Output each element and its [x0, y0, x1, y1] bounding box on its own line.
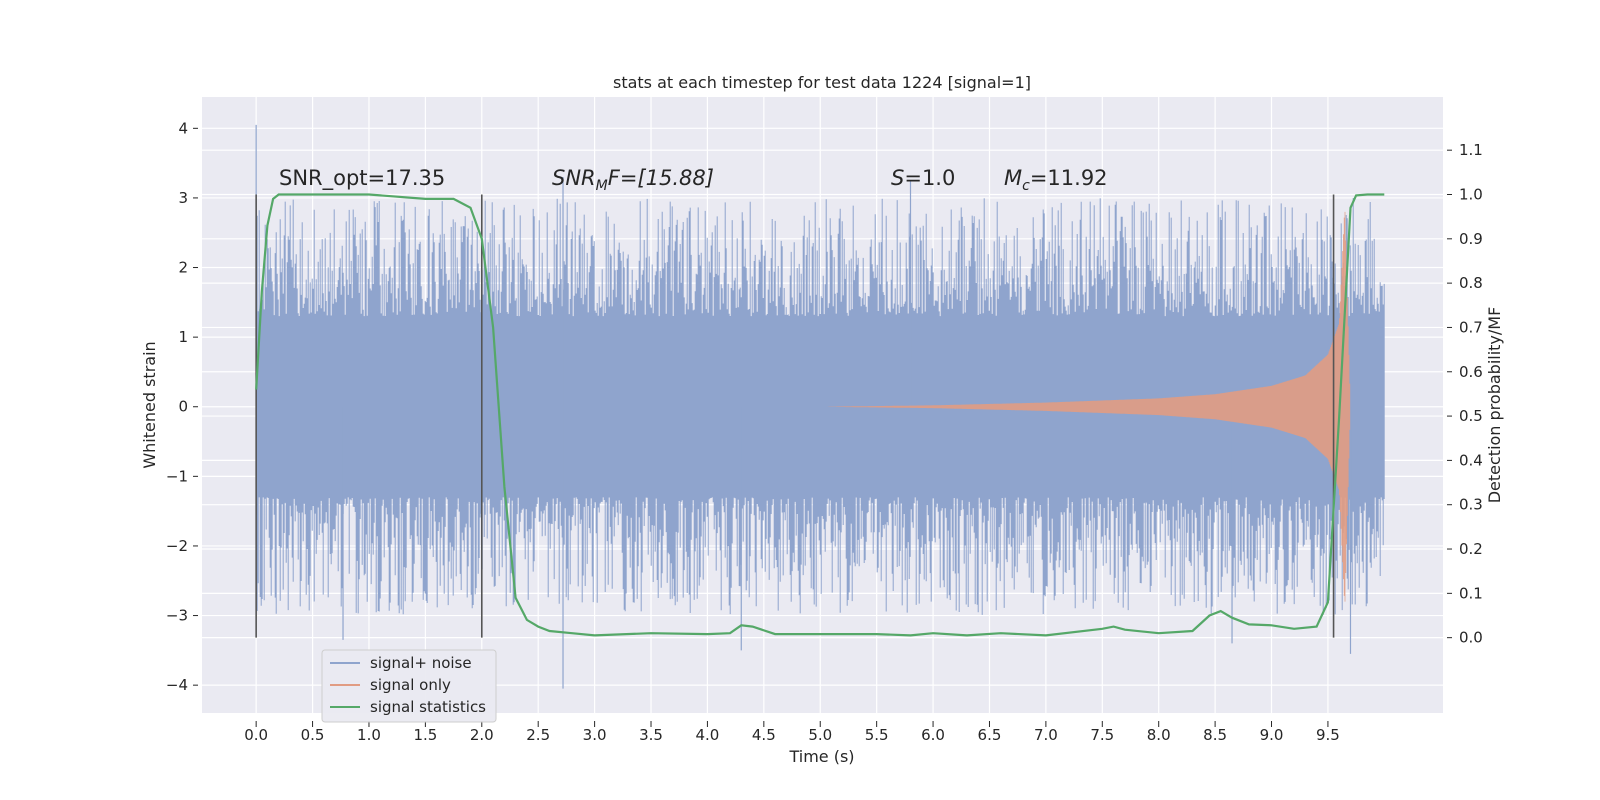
y2-tick-label: 0.1 — [1459, 584, 1483, 602]
y2-tick-label: 0.7 — [1459, 318, 1483, 336]
x-tick-label: 6.0 — [921, 726, 945, 744]
x-tick-label: 3.5 — [639, 726, 663, 744]
signal-chirp — [821, 211, 1351, 602]
x-tick-labels: 0.0 0.5 1.0 1.5 2.0 2.5 3.0 3.5 4.0 4.5 5.0 5.5 6.0 6… — [244, 721, 1340, 744]
x-tick-label: 1.5 — [413, 726, 437, 744]
x-tick-label: 6.5 — [978, 726, 1002, 744]
y2-tick-label: 0.4 — [1459, 451, 1483, 469]
x-tick-label: 5.0 — [808, 726, 832, 744]
y2-axis-label: Detection probability/MF — [1485, 307, 1504, 504]
y-tick-label: −4 — [166, 676, 188, 694]
y2-tick-labels: 1.1 1.0 0.9 0.8 0.7 0.6 0.5 0.4 0.3 0.2 0.1 0.0 — [1447, 141, 1483, 647]
y-tick-label: −3 — [166, 607, 188, 625]
y-tick-label: −2 — [166, 537, 188, 555]
y-tick-label: 3 — [178, 189, 188, 207]
signal-statistics-line — [255, 193, 1385, 637]
legend-box — [321, 649, 497, 723]
y2-tick-label: 0.6 — [1459, 363, 1483, 381]
x-tick-label: 4.0 — [695, 726, 719, 744]
y-tick-labels: 4 3 2 1 0 −1 −2 −3 −4 — [166, 119, 198, 694]
x-tick-label: 2.5 — [526, 726, 550, 744]
x-tick-label: 7.5 — [1090, 726, 1114, 744]
legend-label-signal-only: signal only — [370, 676, 451, 694]
x-tick-label: 4.5 — [752, 726, 776, 744]
x-tick-label: 7.0 — [1034, 726, 1058, 744]
y2-tick-label: 0.9 — [1459, 230, 1483, 248]
x-tick-label: 9.5 — [1316, 726, 1340, 744]
y-axis-label: Whitened strain — [140, 341, 159, 468]
vertical-markers — [255, 194, 1335, 638]
x-tick-label: 3.0 — [583, 726, 607, 744]
y2-tick-label: 0.3 — [1459, 496, 1483, 514]
y-tick-label: 4 — [178, 119, 188, 137]
annotation-snr-mf: SNRMF=[15.88] — [552, 166, 714, 194]
x-axis-label: Time (s) — [788, 747, 854, 766]
legend-label-signal-noise: signal+ noise — [370, 654, 472, 672]
annotation-mc: Mc=11.92 — [1004, 166, 1108, 194]
x-tick-label: 2.0 — [470, 726, 494, 744]
y-tick-label: 2 — [178, 259, 188, 277]
x-tick-label: 1.0 — [357, 726, 381, 744]
y2-tick-label: 0.2 — [1459, 540, 1483, 558]
x-tick-label: 0.0 — [244, 726, 268, 744]
chart-title: stats at each timestep for test data 122… — [613, 73, 1031, 92]
y-tick-label: 0 — [178, 398, 188, 416]
x-tick-label: 0.5 — [301, 726, 325, 744]
x-tick-label: 5.5 — [865, 726, 889, 744]
y2-tick-label: 1.1 — [1459, 141, 1483, 159]
annotation-s: S=1.0 — [891, 166, 955, 190]
legend: signal+ noise signal only signal statist… — [321, 649, 497, 723]
legend-label-signal-statistics: signal statistics — [370, 698, 486, 716]
x-tick-label: 9.0 — [1260, 726, 1284, 744]
y2-tick-label: 0.5 — [1459, 407, 1483, 425]
y-tick-label: −1 — [166, 467, 188, 485]
x-tick-label: 8.5 — [1203, 726, 1227, 744]
y2-tick-label: 1.0 — [1459, 185, 1483, 203]
y-tick-label: 1 — [178, 328, 188, 346]
annotation-snr-opt: SNR_opt=17.35 — [279, 166, 445, 191]
y2-tick-label: 0.0 — [1459, 629, 1483, 647]
x-tick-label: 8.0 — [1147, 726, 1171, 744]
signal-only-series — [821, 211, 1351, 602]
y2-tick-label: 0.8 — [1459, 274, 1483, 292]
